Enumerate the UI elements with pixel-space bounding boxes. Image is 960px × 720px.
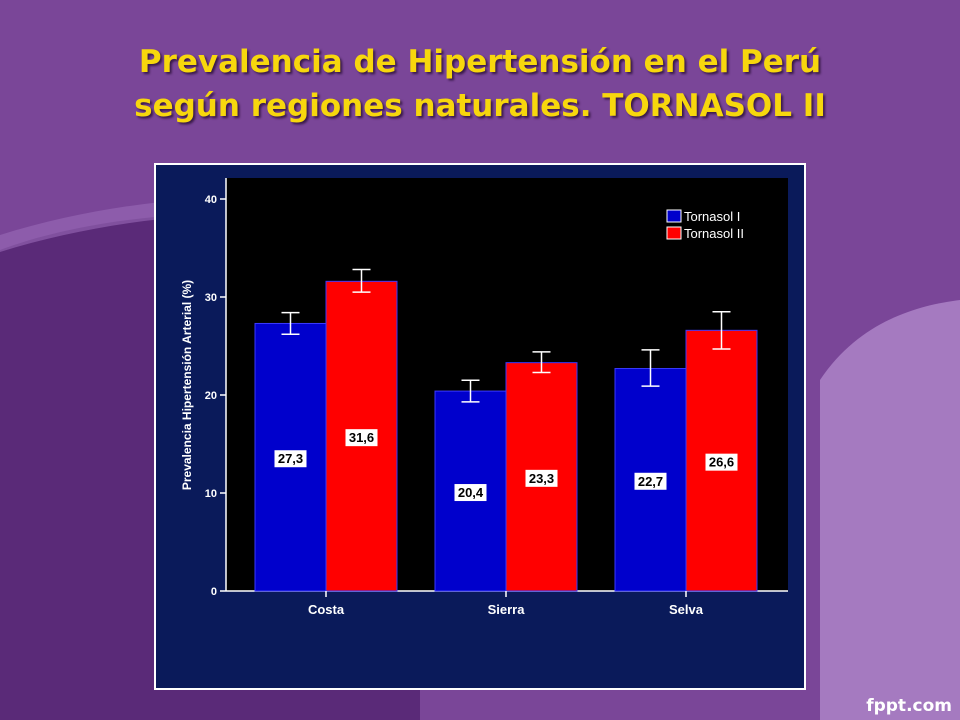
y-tick-label: 0 [211, 586, 217, 598]
slide-title: Prevalencia de Hipertensión en el Perú s… [0, 40, 960, 128]
title-line-2: según regiones naturales. TORNASOL II [134, 88, 826, 124]
legend-swatch [666, 209, 682, 223]
y-tick-label: 10 [205, 488, 217, 500]
title-line-1: Prevalencia de Hipertensión en el Perú [138, 44, 822, 80]
data-label: 23,3 [529, 471, 554, 486]
data-label: 26,6 [709, 455, 734, 470]
fppt-watermark: fppt.com [866, 696, 952, 716]
chart-panel: Prevalencia Hipertensión Arterial (%) 0 1… [154, 163, 806, 690]
data-label: 22,7 [638, 474, 663, 489]
data-label-box [525, 469, 558, 487]
data-label: 27,3 [278, 451, 303, 466]
y-tick-label: 30 [205, 292, 217, 304]
data-label-box [634, 472, 667, 490]
y-tick-label: 40 [205, 194, 217, 206]
data-label-box [705, 453, 738, 471]
data-label-box [345, 429, 378, 447]
x-tick-label: Costa [308, 602, 345, 617]
y-axis-label: Prevalencia Hipertensión Arterial (%) [180, 280, 194, 490]
bar-chart: Prevalencia Hipertensión Arterial (%) 0 1… [156, 165, 804, 688]
legend-swatch [666, 226, 682, 240]
legend-label: Tornasol II [684, 226, 744, 241]
x-tick-label: Sierra [488, 602, 526, 617]
legend-label: Tornasol I [684, 209, 740, 224]
data-label: 31,6 [349, 430, 374, 445]
y-tick-label: 20 [205, 390, 217, 402]
data-label-box [454, 484, 487, 502]
data-label-box [274, 450, 307, 468]
data-label: 20,4 [458, 485, 484, 500]
x-tick-label: Selva [669, 602, 704, 617]
